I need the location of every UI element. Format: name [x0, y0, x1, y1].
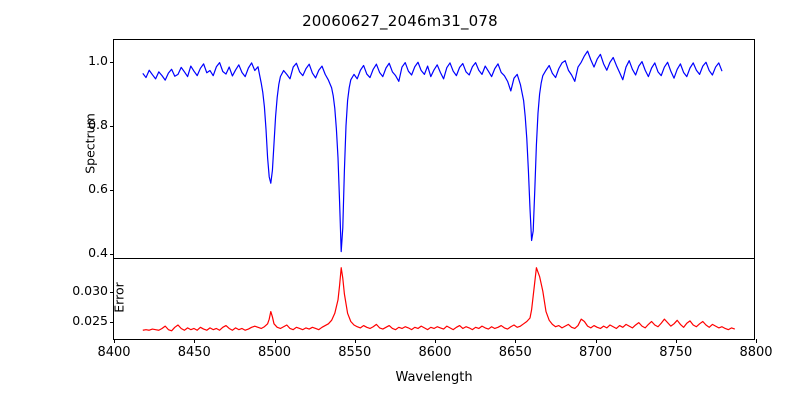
wavelength-tick-mark: [114, 339, 115, 343]
spectrum-trace: [143, 51, 722, 252]
plot-title: 20060627_2046m31_078: [302, 12, 498, 30]
wavelength-tick-label: 8700: [578, 345, 613, 360]
spectrum-panel: Spectrum 0.4 0.6 0.8 1.0: [83, 39, 755, 259]
error-panel: Error 0.025 0.030 8400 8450 8500 8550 8600 8650…: [72, 258, 773, 360]
wavelength-tick-mark: [756, 339, 757, 343]
wavelength-tick-mark: [675, 339, 677, 343]
spectrum-ytick-mark: [110, 190, 114, 192]
wavelength-tick-label: 8400: [97, 345, 131, 360]
spectrum-line-plot: [114, 40, 754, 258]
spectrum-ytick-label: 0.6: [88, 181, 108, 197]
wavelength-tick-mark: [194, 339, 196, 343]
wavelength-tick-label: 8750: [659, 345, 693, 360]
spectrum-ytick-mark: [110, 254, 114, 256]
spectrum-ytick-mark: [110, 126, 114, 128]
wavelength-tick-mark: [435, 339, 436, 343]
wavelength-tick-label: 8600: [418, 345, 452, 360]
error-ytick-label: 0.025: [72, 312, 108, 328]
error-ytick-label: 0.030: [72, 282, 108, 298]
error-ytick-mark: [110, 291, 114, 293]
wavelength-tick-label: 8450: [177, 345, 211, 360]
wavelength-tick-label: 8550: [338, 345, 372, 360]
spectrum-ytick-label: 0.4: [88, 245, 108, 261]
wavelength-tick-mark: [595, 339, 597, 343]
error-trace: [143, 268, 735, 331]
wavelength-tick-mark: [354, 339, 356, 343]
wavelength-tick-label: 8800: [739, 345, 773, 360]
spectrum-ytick-label: 1.0: [88, 53, 108, 69]
wavelength-tick-label: 8650: [498, 345, 532, 360]
spectrum-ytick-label: 0.8: [88, 117, 108, 133]
wavelength-tick-mark: [274, 339, 276, 343]
wavelength-tick-label: 8500: [257, 345, 292, 360]
error-ytick-mark: [110, 321, 114, 323]
spectrum-ytick-mark: [110, 62, 114, 64]
error-line-plot: [114, 259, 754, 339]
wavelength-tick-mark: [515, 339, 517, 343]
wavelength-axis-label: Wavelength: [395, 370, 473, 385]
